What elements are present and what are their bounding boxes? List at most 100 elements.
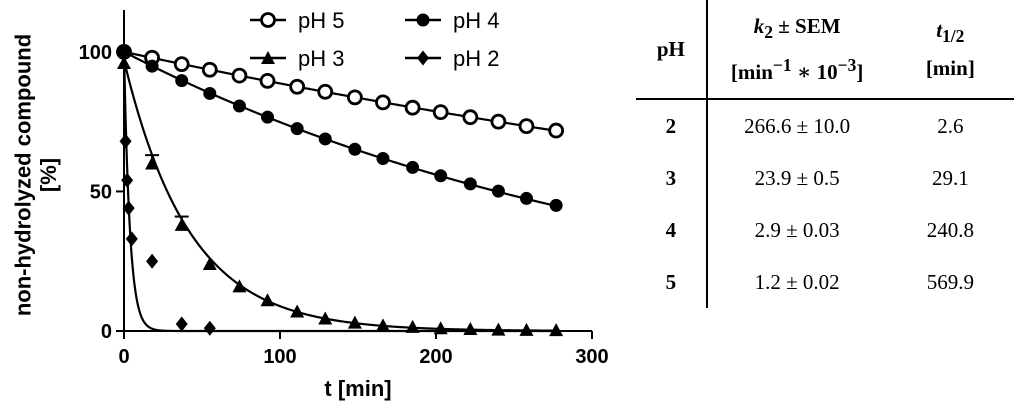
rate-constant-table: pH k2 ± SEM [min−1 ∗ 10−3] t1/2 [min] 2 …	[636, 0, 1014, 308]
cell-k2: 266.6 ± 10.0	[744, 113, 851, 138]
data-point-ph-3	[405, 319, 420, 333]
data-point-ph-5	[201, 61, 218, 78]
data-point-ph-4	[519, 191, 533, 205]
fit-curve-ph-2	[122, 51, 557, 333]
data-point-ph-4	[376, 151, 390, 165]
legend-marker-ph-2	[417, 50, 429, 66]
legend-label-ph-3: pH 3	[298, 46, 344, 71]
data-point-ph-4	[203, 86, 217, 100]
data-point-ph-3	[145, 156, 160, 170]
table-row: 3 23.9 ± 0.5 29.1	[636, 152, 1014, 204]
y-axis-title-line1: non-hydrolyzed compound	[11, 34, 36, 316]
rate-constant-table-panel: pH k2 ± SEM [min−1 ∗ 10−3] t1/2 [min] 2 …	[636, 0, 1016, 330]
header-k2-subscript: 2	[764, 22, 773, 43]
cell-half-life: 240.8	[926, 217, 974, 242]
table-row: 4 2.9 ± 0.03 240.8	[636, 204, 1014, 256]
table-header-row: pH k2 ± SEM [min−1 ∗ 10−3] t1/2 [min]	[636, 0, 1014, 100]
cell-k2: 23.9 ± 0.5	[754, 165, 840, 190]
chart-panel: 0 100 200 300 0 50 100 t [min] non-hydrolyzed …	[11, 8, 609, 401]
legend-label-ph-5: pH 5	[298, 8, 344, 33]
fit-curve-ph-3	[122, 59, 557, 332]
data-point-ph-5	[432, 104, 449, 121]
data-point-ph-4	[145, 59, 159, 73]
legend-label-ph-2: pH 2	[453, 46, 499, 71]
x-tick-label: 300	[575, 346, 608, 368]
data-point-ph-4	[463, 177, 477, 191]
data-point-ph-2	[175, 316, 188, 332]
data-point-ph-3	[491, 322, 506, 336]
data-point-ph-2	[203, 320, 216, 336]
data-point-ph-3	[260, 293, 275, 307]
cell-ph: 5	[636, 256, 708, 308]
y-tick-label: 50	[90, 181, 112, 203]
data-point-ph-4	[290, 122, 304, 136]
fit-curves	[122, 50, 557, 333]
table-row: 5 1.2 ± 0.02 569.9	[636, 256, 1014, 308]
data-point-ph-3	[318, 311, 333, 325]
data-point-ph-3	[290, 304, 305, 318]
legend-marker-ph-3	[261, 51, 275, 64]
data-point-ph-4	[434, 169, 448, 183]
table-row: 2 266.6 ± 10.0 2.6	[636, 99, 1014, 152]
header-k2: k2 ± SEM [min−1 ∗ 10−3]	[706, 0, 887, 100]
data-point-ph-5	[518, 118, 535, 135]
header-k2-symbol: k	[753, 14, 765, 39]
header-ph: pH	[636, 0, 708, 100]
cell-k2: 1.2 ± 0.02	[754, 269, 840, 294]
data-point-ph-5	[317, 83, 334, 100]
x-tick-label: 100	[263, 346, 296, 368]
data-point-ph-2	[146, 253, 159, 269]
x-tick-label: 200	[419, 346, 452, 368]
data-point-ph-3	[549, 323, 564, 337]
data-point-ph-3	[463, 322, 478, 336]
data-point-ph-4	[348, 142, 362, 156]
header-k2-unit-part3: ]	[856, 59, 864, 84]
cell-ph: 3	[636, 152, 708, 204]
header-ph-label: pH	[656, 36, 685, 61]
cell-half-life: 569.9	[926, 269, 974, 294]
header-k2-unit: [min−1 ∗ 10−3]	[708, 49, 887, 88]
header-half-life-title: t1/2	[887, 14, 1014, 52]
y-axis-title: non-hydrolyzed compound[%]	[11, 34, 61, 316]
x-tick-label: 0	[118, 346, 129, 368]
data-point-ph-3	[375, 318, 390, 332]
cell-ph: 4	[636, 204, 708, 256]
data-point-ph-4	[406, 160, 420, 174]
data-point-ph-2	[122, 200, 135, 216]
data-points	[116, 43, 565, 337]
data-point-ph-2	[119, 133, 132, 149]
data-point-ph-4	[318, 132, 332, 146]
header-k2-title: k2 ± SEM	[708, 10, 887, 48]
data-point-ph-3	[433, 321, 448, 335]
data-point-ph-5	[173, 56, 190, 73]
data-point-ph-3	[519, 322, 534, 336]
data-point-ph-5	[346, 89, 363, 106]
legend: pH 5 pH 4 pH 3 pH 2	[250, 8, 499, 71]
cell-half-life: 29.1	[931, 165, 969, 190]
hydrolysis-chart: 0 100 200 300 0 50 100 t [min] non-hydrolyzed …	[11, 8, 609, 401]
data-point-ph-5	[490, 113, 507, 130]
data-point-ph-5	[289, 78, 306, 95]
data-point-ph-4	[549, 198, 563, 212]
header-half-life-subscript: 1/2	[942, 26, 965, 47]
cell-ph: 2	[636, 99, 708, 152]
cell-half-life: 2.6	[937, 113, 964, 138]
data-point-ph-3	[174, 217, 189, 231]
legend-label-ph-4: pH 4	[453, 8, 499, 33]
data-point-ph-3	[117, 56, 131, 70]
legend-marker-ph-5	[260, 12, 276, 28]
header-half-life: t1/2 [min]	[886, 0, 1014, 100]
axes	[123, 10, 592, 332]
ticks: 0 100 200 300 0 50 100	[79, 42, 609, 368]
data-point-ph-2	[118, 44, 130, 60]
header-k2-unit-part2: ∗ 10	[791, 59, 838, 84]
legend-marker-ph-4	[416, 13, 430, 27]
header-half-life-unit: [min]	[925, 56, 975, 81]
cell-k2: 2.9 ± 0.03	[754, 217, 840, 242]
data-point-ph-4	[232, 99, 246, 113]
header-k2-unit-exp2: −3	[837, 54, 857, 75]
data-point-ph-4	[491, 184, 505, 198]
data-point-ph-5	[231, 67, 248, 84]
fit-curve-ph-5	[123, 50, 557, 132]
data-point-ph-3	[232, 279, 247, 293]
